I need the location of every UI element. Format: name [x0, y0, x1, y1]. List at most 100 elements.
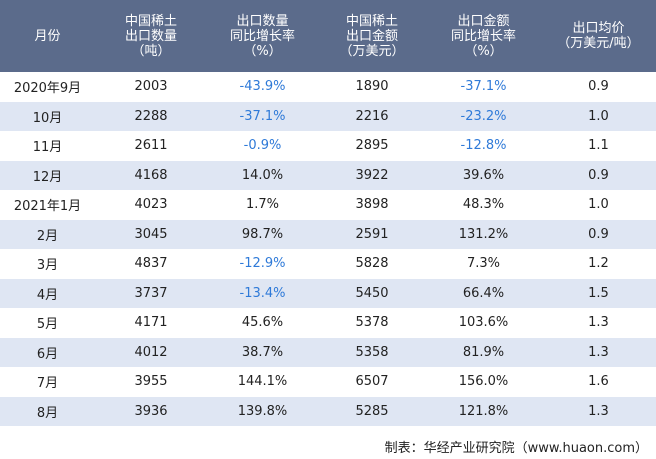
table-cell: 1.1 — [588, 138, 609, 154]
table-cell: 3955 — [134, 374, 168, 390]
header-cell: 出口金额 同比增长率 （%） — [426, 0, 541, 72]
table-cell: 3936 — [95, 396, 207, 426]
table-cell: 4月 — [0, 278, 95, 308]
header-line: 出口均价 — [572, 21, 625, 36]
table-cell: 103.6% — [458, 315, 509, 331]
header-line: （%） — [243, 43, 282, 59]
footer: 制表：华经产业研究院（www.huaon.com） — [384, 441, 648, 456]
table-cell: 2591 — [318, 219, 426, 249]
table-cell: 1.5 — [541, 278, 656, 308]
table-cell: 0.9 — [541, 160, 656, 190]
header-cell: 出口均价 （万美元/吨） — [541, 0, 656, 72]
header-cell: 月份 — [0, 0, 95, 72]
table-cell: 5285 — [318, 396, 426, 426]
table-cell: 131.2% — [426, 219, 541, 249]
table-cell: -13.4% — [207, 278, 318, 308]
table-cell: 14.0% — [207, 160, 318, 190]
data-table: 月份 中国稀土 出口数量 （吨） 出口数量 同比增长率 （%） 中国稀土 出口金额 （万美元） 出口… — [0, 0, 656, 426]
header-line: （%） — [464, 43, 503, 59]
table-cell: 66.4% — [426, 278, 541, 308]
header-line: 出口金额 — [457, 13, 510, 29]
table-cell: 4023 — [134, 197, 168, 213]
table-cell: 2020年9月 — [13, 81, 82, 97]
table-cell: 3737 — [95, 278, 207, 308]
table-cell: 4171 — [134, 315, 168, 331]
table-row: 12月 4168 14.0% 3922 39.6% 0.9 — [0, 160, 656, 190]
table-cell: 0.9 — [588, 79, 609, 95]
table-cell: 1.3 — [588, 315, 609, 331]
header-cell: 出口数量 同比增长率 （%） — [207, 0, 318, 72]
table-row: 2月 3045 98.7% 2591 131.2% 0.9 — [0, 219, 656, 249]
table-cell: 2611 — [134, 138, 168, 154]
table-cell: 5358 — [318, 337, 426, 367]
header-line: 中国稀土 — [345, 13, 398, 29]
table-cell: 3898 — [355, 197, 389, 213]
header-line: 中国稀土 — [124, 13, 177, 29]
table-row: 3月 4837 -12.9% 5828 7.3% 1.2 — [0, 249, 656, 279]
table-cell: 5450 — [318, 278, 426, 308]
table-cell: 121.8% — [426, 396, 541, 426]
table-row: 10月 2288 -37.1% 2216 -23.2% 1.0 — [0, 101, 656, 131]
table-row: 8月 3936 139.8% 5285 121.8% 1.3 — [0, 396, 656, 426]
table-cell: 5月 — [36, 317, 59, 333]
table-cell: 8月 — [0, 396, 95, 426]
table-cell: 4837 — [134, 256, 168, 272]
table-cell: 6月 — [0, 337, 95, 367]
table-row: 4月 3737 -13.4% 5450 66.4% 1.5 — [0, 278, 656, 308]
table-cell: 1.3 — [541, 337, 656, 367]
table-cell: 139.8% — [207, 396, 318, 426]
table-cell: 1.6 — [588, 374, 609, 390]
header-line: 月份 — [34, 28, 61, 44]
table-cell: -12.8% — [460, 138, 507, 154]
table-cell: 48.3% — [462, 197, 505, 213]
table-cell: 11月 — [32, 140, 63, 156]
table-cell: 5828 — [355, 256, 389, 272]
header-line: （万美元/吨） — [557, 36, 640, 51]
table-cell: 4168 — [95, 160, 207, 190]
table-cell: -37.1% — [207, 101, 318, 131]
table-cell: 2021年1月 — [13, 199, 82, 215]
table-row: 2020年9月 2003 -43.9% 1890 -37.1% 0.9 — [0, 72, 656, 102]
table-cell: 7月 — [36, 376, 59, 392]
table-cell: 1890 — [355, 79, 389, 95]
table-cell: 144.1% — [237, 374, 288, 390]
table-cell: 81.9% — [426, 337, 541, 367]
table-cell: 4012 — [95, 337, 207, 367]
table-cell: 1.2 — [588, 256, 609, 272]
table-cell: 45.6% — [241, 315, 284, 331]
table-cell: 1.3 — [541, 396, 656, 426]
table-cell: 39.6% — [426, 160, 541, 190]
table-cell: 5378 — [355, 315, 389, 331]
header-line: 出口数量 — [124, 28, 177, 44]
table-body: 2020年9月 2003 -43.9% 1890 -37.1% 0.9 10月 2288 -37… — [0, 72, 656, 426]
table-cell: 2216 — [318, 101, 426, 131]
table-cell: 3922 — [318, 160, 426, 190]
table-cell: 6507 — [355, 374, 389, 390]
table-cell: 38.7% — [207, 337, 318, 367]
table-row: 2021年1月 4023 1.7% 3898 48.3% 1.0 — [0, 190, 656, 220]
header-line: 同比增长率 — [450, 28, 516, 44]
table-cell: -43.9% — [239, 79, 286, 95]
table-cell: 156.0% — [458, 374, 509, 390]
table-row: 6月 4012 38.7% 5358 81.9% 1.3 — [0, 337, 656, 367]
table-cell: -23.2% — [426, 101, 541, 131]
table-cell: 2895 — [355, 138, 389, 154]
header-line: 出口金额 — [345, 28, 398, 44]
table-cell: -37.1% — [460, 79, 507, 95]
table-cell: 2003 — [134, 79, 168, 95]
header-line: （万美元） — [339, 43, 405, 59]
table-cell: 1.0 — [588, 197, 609, 213]
table-cell: -0.9% — [243, 138, 282, 154]
header-line: 同比增长率 — [229, 28, 295, 44]
table-cell: 12月 — [0, 160, 95, 190]
table-cell: 3045 — [95, 219, 207, 249]
table-cell: 7.3% — [466, 256, 501, 272]
table-row: 11月 2611 -0.9% 2895 -12.8% 1.1 — [0, 131, 656, 161]
header-line: （吨） — [131, 43, 171, 59]
header-cell: 中国稀土 出口金额 （万美元） — [318, 0, 426, 72]
header-row: 月份 中国稀土 出口数量 （吨） 出口数量 同比增长率 （%） 中国稀土 出口金额 （万美元） 出口… — [0, 0, 656, 72]
table-cell: 1.7% — [245, 197, 280, 213]
table-cell: 98.7% — [207, 219, 318, 249]
table-cell: 3月 — [36, 258, 59, 274]
